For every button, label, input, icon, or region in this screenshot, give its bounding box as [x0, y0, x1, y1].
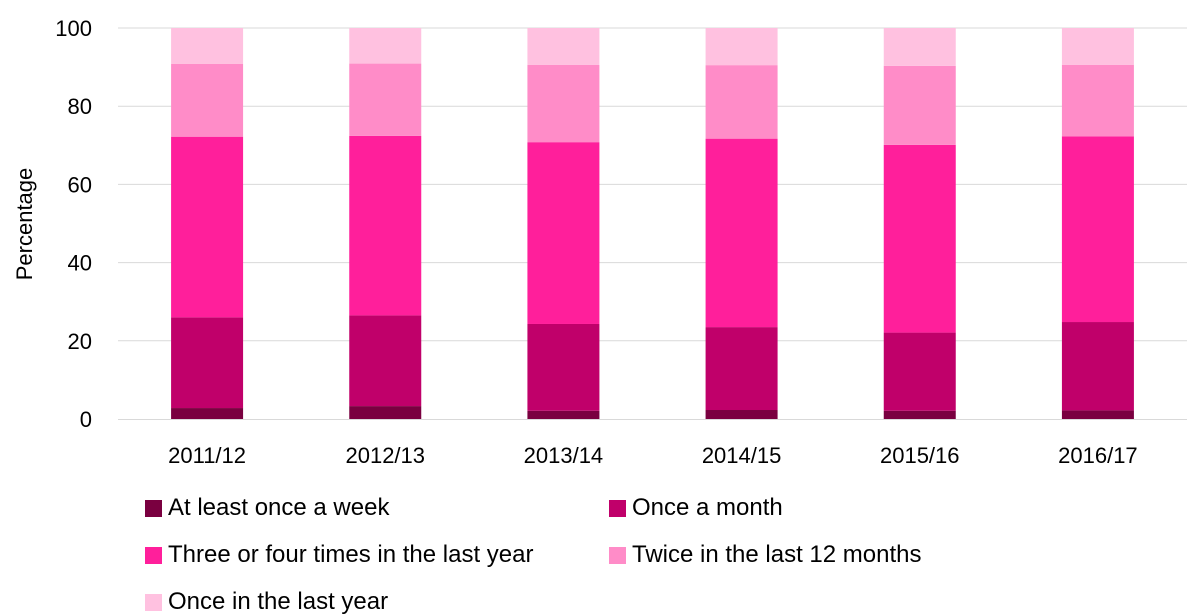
- bar-segment-once-a-month: [349, 315, 422, 407]
- bar-segment-once-a-month: [527, 323, 600, 411]
- y-tick-label: 40: [68, 251, 92, 276]
- bar-segment-once-in-the-last-year: [349, 28, 422, 64]
- bar-segment-at-least-once-a-week: [349, 406, 422, 419]
- bar-segment-once-a-month: [705, 327, 778, 411]
- bar-segment-at-least-once-a-week: [1061, 410, 1134, 419]
- bar-segment-once-in-the-last-year: [527, 28, 600, 65]
- bar-segment-three-or-four-times-in-the-last-year: [705, 138, 778, 328]
- bar-segment-three-or-four-times-in-the-last-year: [349, 135, 422, 316]
- y-axis-title: Percentage: [12, 168, 37, 281]
- bar-segment-twice-in-the-last-12-months: [705, 65, 778, 139]
- y-axis-ticks: 0 20 40 60 80 100: [55, 16, 92, 432]
- bar-segment-once-in-the-last-year: [883, 28, 956, 66]
- bar-segment-at-least-once-a-week: [705, 410, 778, 419]
- bar-segment-twice-in-the-last-12-months: [1061, 64, 1134, 137]
- bar-segment-once-a-month: [171, 317, 244, 409]
- x-axis-ticks: 2011/12 2012/13 2013/14 2014/15 2015/16 2016/…: [168, 443, 1138, 468]
- bar-segment-three-or-four-times-in-the-last-year: [883, 144, 956, 333]
- bar-segment-three-or-four-times-in-the-last-year: [527, 142, 600, 324]
- x-tick-label: 2012/13: [345, 443, 425, 468]
- bar-segment-at-least-once-a-week: [883, 410, 956, 419]
- bar-segment-once-in-the-last-year: [705, 28, 778, 66]
- x-tick-label: 2011/12: [168, 443, 246, 468]
- bar-segment-once-in-the-last-year: [1061, 28, 1134, 65]
- y-tick-label: 100: [55, 16, 92, 41]
- x-tick-label: 2013/14: [524, 443, 604, 468]
- y-tick-label: 0: [80, 407, 92, 432]
- bar-segment-twice-in-the-last-12-months: [883, 65, 956, 145]
- x-tick-label: 2014/15: [702, 443, 782, 468]
- x-tick-label: 2015/16: [880, 443, 960, 468]
- bar-segment-once-in-the-last-year: [171, 28, 244, 64]
- bar-segment-once-a-month: [883, 332, 956, 411]
- bar-segment-once-a-month: [1061, 322, 1134, 411]
- bar-segment-twice-in-the-last-12-months: [527, 64, 600, 143]
- bar-segment-at-least-once-a-week: [527, 410, 600, 419]
- bar-segment-three-or-four-times-in-the-last-year: [171, 136, 244, 318]
- y-tick-label: 80: [68, 94, 92, 119]
- bar-segment-at-least-once-a-week: [171, 408, 244, 419]
- y-tick-label: 20: [68, 329, 92, 354]
- x-tick-label: 2016/17: [1058, 443, 1138, 468]
- gridlines: [118, 27, 1187, 342]
- bar-segment-twice-in-the-last-12-months: [349, 63, 422, 136]
- bar-segment-twice-in-the-last-12-months: [171, 63, 244, 137]
- y-tick-label: 60: [68, 172, 92, 197]
- bars: [171, 28, 1134, 419]
- bar-segment-three-or-four-times-in-the-last-year: [1061, 136, 1134, 323]
